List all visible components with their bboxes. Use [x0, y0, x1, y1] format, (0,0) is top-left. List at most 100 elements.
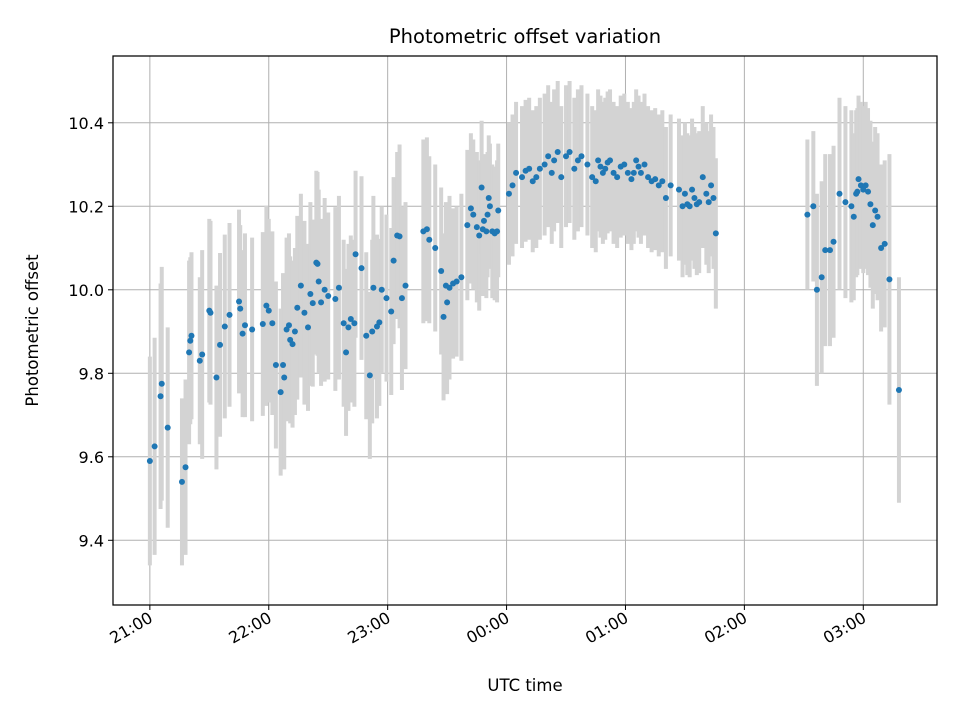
data-point	[614, 174, 621, 181]
data-point	[645, 174, 652, 181]
data-point	[259, 321, 266, 328]
data-point	[895, 386, 902, 393]
data-point	[277, 389, 284, 396]
data-point	[151, 443, 158, 450]
data-point	[675, 186, 682, 193]
data-point	[865, 188, 872, 195]
data-point	[637, 169, 644, 176]
y-tick-label: 9.4	[79, 531, 104, 550]
plot-frame	[112, 55, 938, 606]
data-point	[826, 247, 833, 254]
data-point	[376, 319, 383, 326]
data-point	[554, 149, 561, 156]
data-point	[710, 194, 717, 201]
data-point	[872, 207, 879, 214]
data-point	[691, 194, 698, 201]
data-point	[686, 203, 693, 210]
data-point	[352, 251, 359, 258]
data-point	[689, 186, 696, 193]
data-point	[464, 222, 471, 229]
data-point	[158, 380, 165, 387]
data-point	[652, 176, 659, 183]
y-tick-label: 10.4	[68, 114, 104, 133]
data-point	[289, 341, 296, 348]
data-point	[624, 169, 631, 176]
data-point	[383, 295, 390, 302]
data-point	[478, 184, 485, 191]
data-point	[358, 265, 365, 272]
data-point	[699, 174, 706, 181]
data-point	[347, 316, 354, 323]
data-point	[505, 190, 512, 197]
data-point	[272, 361, 279, 368]
data-point	[813, 286, 820, 293]
data-point	[655, 182, 662, 189]
data-point	[484, 211, 491, 218]
data-point	[641, 161, 648, 168]
data-point	[810, 203, 817, 210]
data-point	[315, 278, 322, 285]
data-point	[398, 295, 405, 302]
data-point	[881, 240, 888, 247]
data-point	[485, 194, 492, 201]
chart-title: Photometric offset variation	[389, 25, 661, 48]
data-point	[423, 226, 430, 233]
data-point	[855, 176, 862, 183]
data-point	[635, 163, 642, 170]
data-point	[483, 228, 490, 235]
data-point	[473, 224, 480, 231]
data-point	[305, 324, 312, 331]
data-point	[536, 165, 543, 172]
data-point	[874, 213, 881, 220]
data-point	[321, 286, 328, 293]
data-point	[533, 174, 540, 181]
data-point	[340, 320, 347, 327]
data-point	[850, 213, 857, 220]
data-point	[584, 161, 591, 168]
data-point	[486, 203, 493, 210]
data-point	[630, 169, 637, 176]
data-point	[607, 157, 614, 164]
data-point	[307, 290, 314, 297]
data-point	[541, 161, 548, 168]
data-point	[633, 157, 640, 164]
data-point	[476, 232, 483, 239]
data-point	[291, 328, 298, 335]
data-point	[589, 174, 596, 181]
data-point	[217, 341, 224, 348]
data-point	[458, 274, 465, 281]
data-point	[818, 274, 825, 281]
y-axis-title: Photometric offset	[23, 254, 42, 407]
data-point	[705, 199, 712, 206]
data-point	[703, 190, 710, 197]
data-point	[822, 247, 829, 254]
data-point	[548, 169, 555, 176]
data-point	[241, 322, 248, 329]
data-point	[426, 236, 433, 243]
data-point	[343, 349, 350, 356]
data-point	[213, 374, 220, 381]
data-point	[309, 300, 316, 307]
data-point	[388, 308, 395, 315]
data-point	[440, 313, 447, 320]
x-axis-title: UTC time	[487, 676, 562, 695]
data-point	[237, 305, 244, 312]
data-point	[297, 282, 304, 289]
data-point	[446, 284, 453, 291]
data-point	[621, 161, 628, 168]
data-point	[509, 182, 516, 189]
data-point	[467, 205, 474, 212]
data-point	[444, 299, 451, 306]
data-point	[708, 182, 715, 189]
data-point	[294, 304, 301, 311]
data-point	[470, 211, 477, 218]
y-tick-label: 9.6	[79, 448, 104, 467]
data-point	[578, 153, 585, 160]
data-point	[854, 188, 861, 195]
y-tick-label: 10.0	[68, 281, 104, 300]
data-point	[196, 357, 203, 364]
data-point	[867, 201, 874, 208]
data-point	[285, 322, 292, 329]
data-point	[886, 276, 893, 283]
